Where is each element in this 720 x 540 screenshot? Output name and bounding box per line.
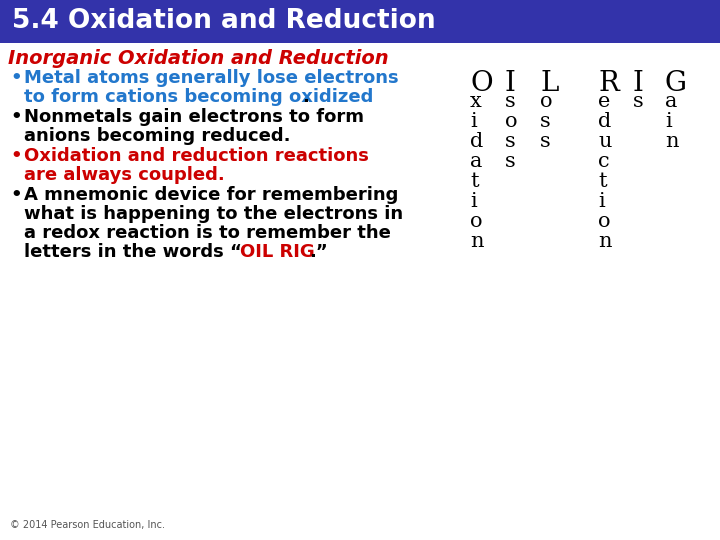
Text: u: u — [598, 132, 611, 151]
Text: are always coupled.: are always coupled. — [24, 166, 225, 184]
Text: s: s — [505, 92, 516, 111]
Text: I: I — [633, 70, 644, 97]
Text: A mnemonic device for remembering: A mnemonic device for remembering — [24, 186, 398, 204]
Text: c: c — [598, 152, 610, 171]
Text: 5.4 Oxidation and Reduction: 5.4 Oxidation and Reduction — [12, 8, 436, 34]
Text: i: i — [665, 112, 672, 131]
Text: •: • — [10, 108, 22, 126]
Text: i: i — [470, 192, 477, 211]
Text: t: t — [470, 172, 479, 191]
Text: s: s — [540, 132, 551, 151]
Text: OIL RIG: OIL RIG — [240, 243, 315, 261]
Text: i: i — [598, 192, 605, 211]
Text: O: O — [470, 70, 492, 97]
Text: o: o — [470, 212, 482, 231]
Text: R: R — [598, 70, 619, 97]
Text: to form cations becoming oxidized: to form cations becoming oxidized — [24, 88, 374, 106]
Text: •: • — [10, 147, 22, 165]
Text: o: o — [505, 112, 518, 131]
Text: •: • — [10, 186, 22, 204]
Text: o: o — [540, 92, 552, 111]
Text: n: n — [598, 232, 611, 251]
Text: d: d — [598, 112, 611, 131]
Text: .”: .” — [309, 243, 328, 261]
Text: a redox reaction is to remember the: a redox reaction is to remember the — [24, 224, 391, 242]
Text: © 2014 Pearson Education, Inc.: © 2014 Pearson Education, Inc. — [10, 520, 165, 530]
Text: s: s — [633, 92, 644, 111]
Text: a: a — [470, 152, 482, 171]
Text: n: n — [470, 232, 484, 251]
Text: .: . — [302, 88, 309, 106]
Text: L: L — [540, 70, 559, 97]
Text: e: e — [598, 92, 611, 111]
Text: i: i — [470, 112, 477, 131]
Text: s: s — [505, 152, 516, 171]
Text: Inorganic Oxidation and Reduction: Inorganic Oxidation and Reduction — [8, 49, 389, 68]
Text: Nonmetals gain electrons to form: Nonmetals gain electrons to form — [24, 108, 364, 126]
Text: s: s — [505, 132, 516, 151]
Text: o: o — [598, 212, 611, 231]
Text: x: x — [470, 92, 482, 111]
Text: letters in the words “: letters in the words “ — [24, 243, 242, 261]
FancyBboxPatch shape — [0, 0, 720, 43]
Text: •: • — [10, 69, 22, 87]
Text: s: s — [540, 112, 551, 131]
Text: anions becoming reduced.: anions becoming reduced. — [24, 127, 290, 145]
Text: a: a — [665, 92, 678, 111]
Text: n: n — [665, 132, 678, 151]
Text: what is happening to the electrons in: what is happening to the electrons in — [24, 205, 403, 223]
Text: G: G — [665, 70, 687, 97]
Text: d: d — [470, 132, 483, 151]
Text: Oxidation and reduction reactions: Oxidation and reduction reactions — [24, 147, 369, 165]
Text: t: t — [598, 172, 607, 191]
Text: Metal atoms generally lose electrons: Metal atoms generally lose electrons — [24, 69, 399, 87]
Text: I: I — [505, 70, 516, 97]
